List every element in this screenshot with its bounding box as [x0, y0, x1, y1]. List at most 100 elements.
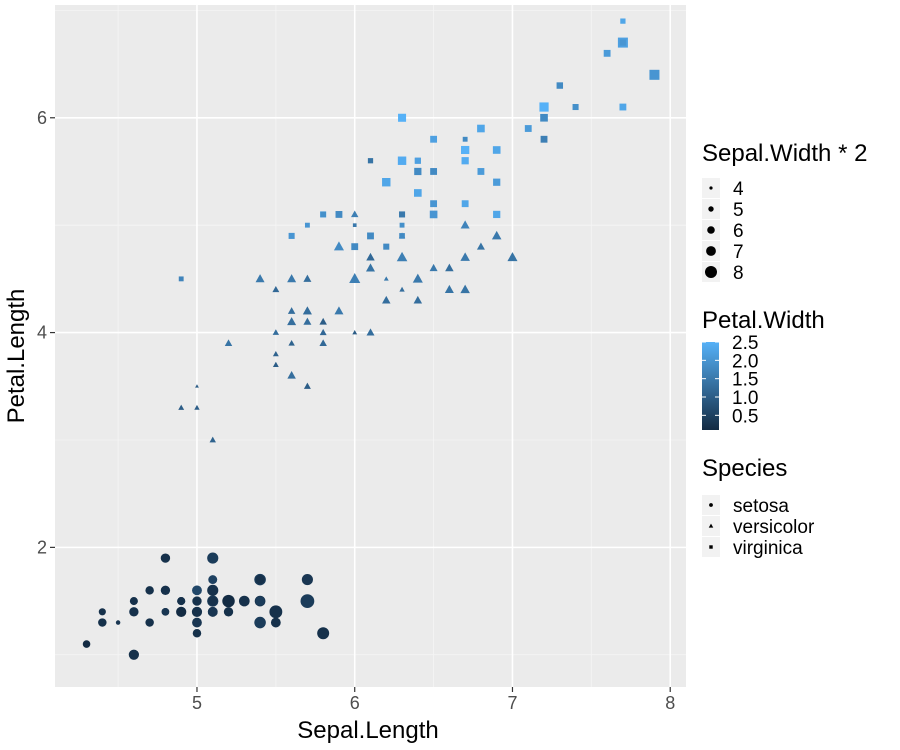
point-setosa [177, 597, 186, 606]
point-virginica [335, 211, 343, 218]
point-versicolor [272, 361, 279, 367]
point-virginica [320, 211, 327, 218]
shape-legend-key [709, 545, 713, 549]
point-setosa [223, 607, 234, 617]
point-setosa [161, 586, 170, 595]
point-versicolor [366, 253, 375, 261]
point-versicolor [460, 252, 470, 261]
point-versicolor [319, 317, 327, 325]
point-virginica [382, 178, 391, 187]
shape-legend-label: versicolor [733, 517, 815, 538]
point-versicolor [319, 328, 327, 336]
color-bar [702, 342, 719, 430]
point-virginica [397, 156, 407, 165]
point-versicolor [303, 382, 311, 389]
point-setosa [145, 618, 154, 627]
point-virginica [367, 158, 374, 164]
point-virginica [399, 233, 405, 239]
point-versicolor [272, 285, 280, 293]
point-versicolor [491, 230, 502, 240]
point-versicolor [383, 276, 389, 281]
point-virginica [414, 189, 422, 197]
point-setosa [115, 620, 121, 625]
point-setosa [301, 574, 313, 586]
point-setosa [255, 574, 265, 585]
axes: 5 6 7 8 2 4 6 [37, 108, 675, 713]
point-setosa [129, 607, 139, 617]
point-versicolor [476, 242, 485, 250]
point-setosa [255, 596, 265, 606]
point-versicolor [350, 210, 359, 218]
point-setosa [98, 608, 106, 616]
point-virginica [304, 222, 310, 228]
point-versicolor [303, 317, 312, 325]
plot-panel [55, 5, 686, 687]
point-versicolor [352, 330, 358, 335]
size-legend-key [709, 186, 713, 190]
point-virginica [649, 69, 660, 80]
point-virginica [524, 125, 532, 132]
point-virginica [351, 243, 359, 251]
point-virginica [461, 200, 469, 208]
point-versicolor [194, 404, 200, 410]
point-versicolor [272, 350, 279, 357]
size-legend-key [708, 206, 714, 212]
point-setosa [208, 575, 218, 585]
point-setosa [192, 629, 202, 638]
size-legend-label: 8 [733, 263, 744, 284]
shape-legend-key [708, 523, 714, 528]
point-virginica [619, 103, 627, 111]
point-versicolor [288, 339, 295, 346]
point-versicolor [413, 295, 423, 304]
point-versicolor [365, 263, 376, 272]
point-virginica [398, 113, 407, 122]
point-versicolor [507, 252, 518, 262]
point-versicolor [366, 328, 375, 336]
point-versicolor [382, 295, 391, 304]
point-virginica [603, 49, 611, 57]
point-setosa [82, 640, 91, 648]
color-legend-label: 2.0 [732, 351, 758, 372]
point-virginica [429, 210, 438, 219]
point-virginica [620, 18, 626, 24]
x-axis-title: Sepal.Length [297, 717, 438, 744]
point-versicolor [460, 284, 470, 294]
y-tick-label: 2 [37, 537, 47, 557]
point-setosa [270, 617, 281, 628]
point-virginica [493, 178, 501, 186]
color-legend-label: 0.5 [732, 406, 758, 427]
point-setosa [207, 584, 219, 596]
point-setosa [128, 649, 139, 660]
point-versicolor [444, 284, 454, 293]
shape-legend-title: Species [702, 455, 787, 482]
y-axis-title: Petal.Length [3, 289, 30, 424]
point-versicolor [195, 384, 199, 388]
point-versicolor [445, 263, 454, 272]
size-legend-label: 7 [733, 242, 744, 263]
point-versicolor [287, 307, 296, 314]
size-legend-title: Sepal.Width * 2 [702, 140, 867, 167]
point-virginica [430, 200, 438, 208]
point-setosa [192, 596, 202, 606]
point-virginica [540, 135, 548, 143]
point-versicolor [349, 273, 361, 283]
point-versicolor [178, 404, 185, 410]
point-versicolor [460, 220, 470, 229]
point-virginica [414, 157, 421, 164]
point-virginica [493, 210, 501, 219]
x-tick-label: 8 [665, 693, 675, 713]
shape-legend-label: virginica [733, 538, 803, 559]
point-versicolor [287, 274, 297, 283]
y-tick-label: 6 [37, 108, 47, 128]
point-setosa [207, 552, 219, 564]
point-virginica [539, 102, 549, 112]
point-virginica [399, 211, 406, 218]
point-virginica [461, 157, 469, 165]
point-virginica [352, 223, 357, 228]
size-legend-label: 4 [733, 179, 744, 200]
point-versicolor [319, 339, 327, 347]
point-versicolor [396, 251, 408, 262]
point-setosa [300, 594, 315, 608]
